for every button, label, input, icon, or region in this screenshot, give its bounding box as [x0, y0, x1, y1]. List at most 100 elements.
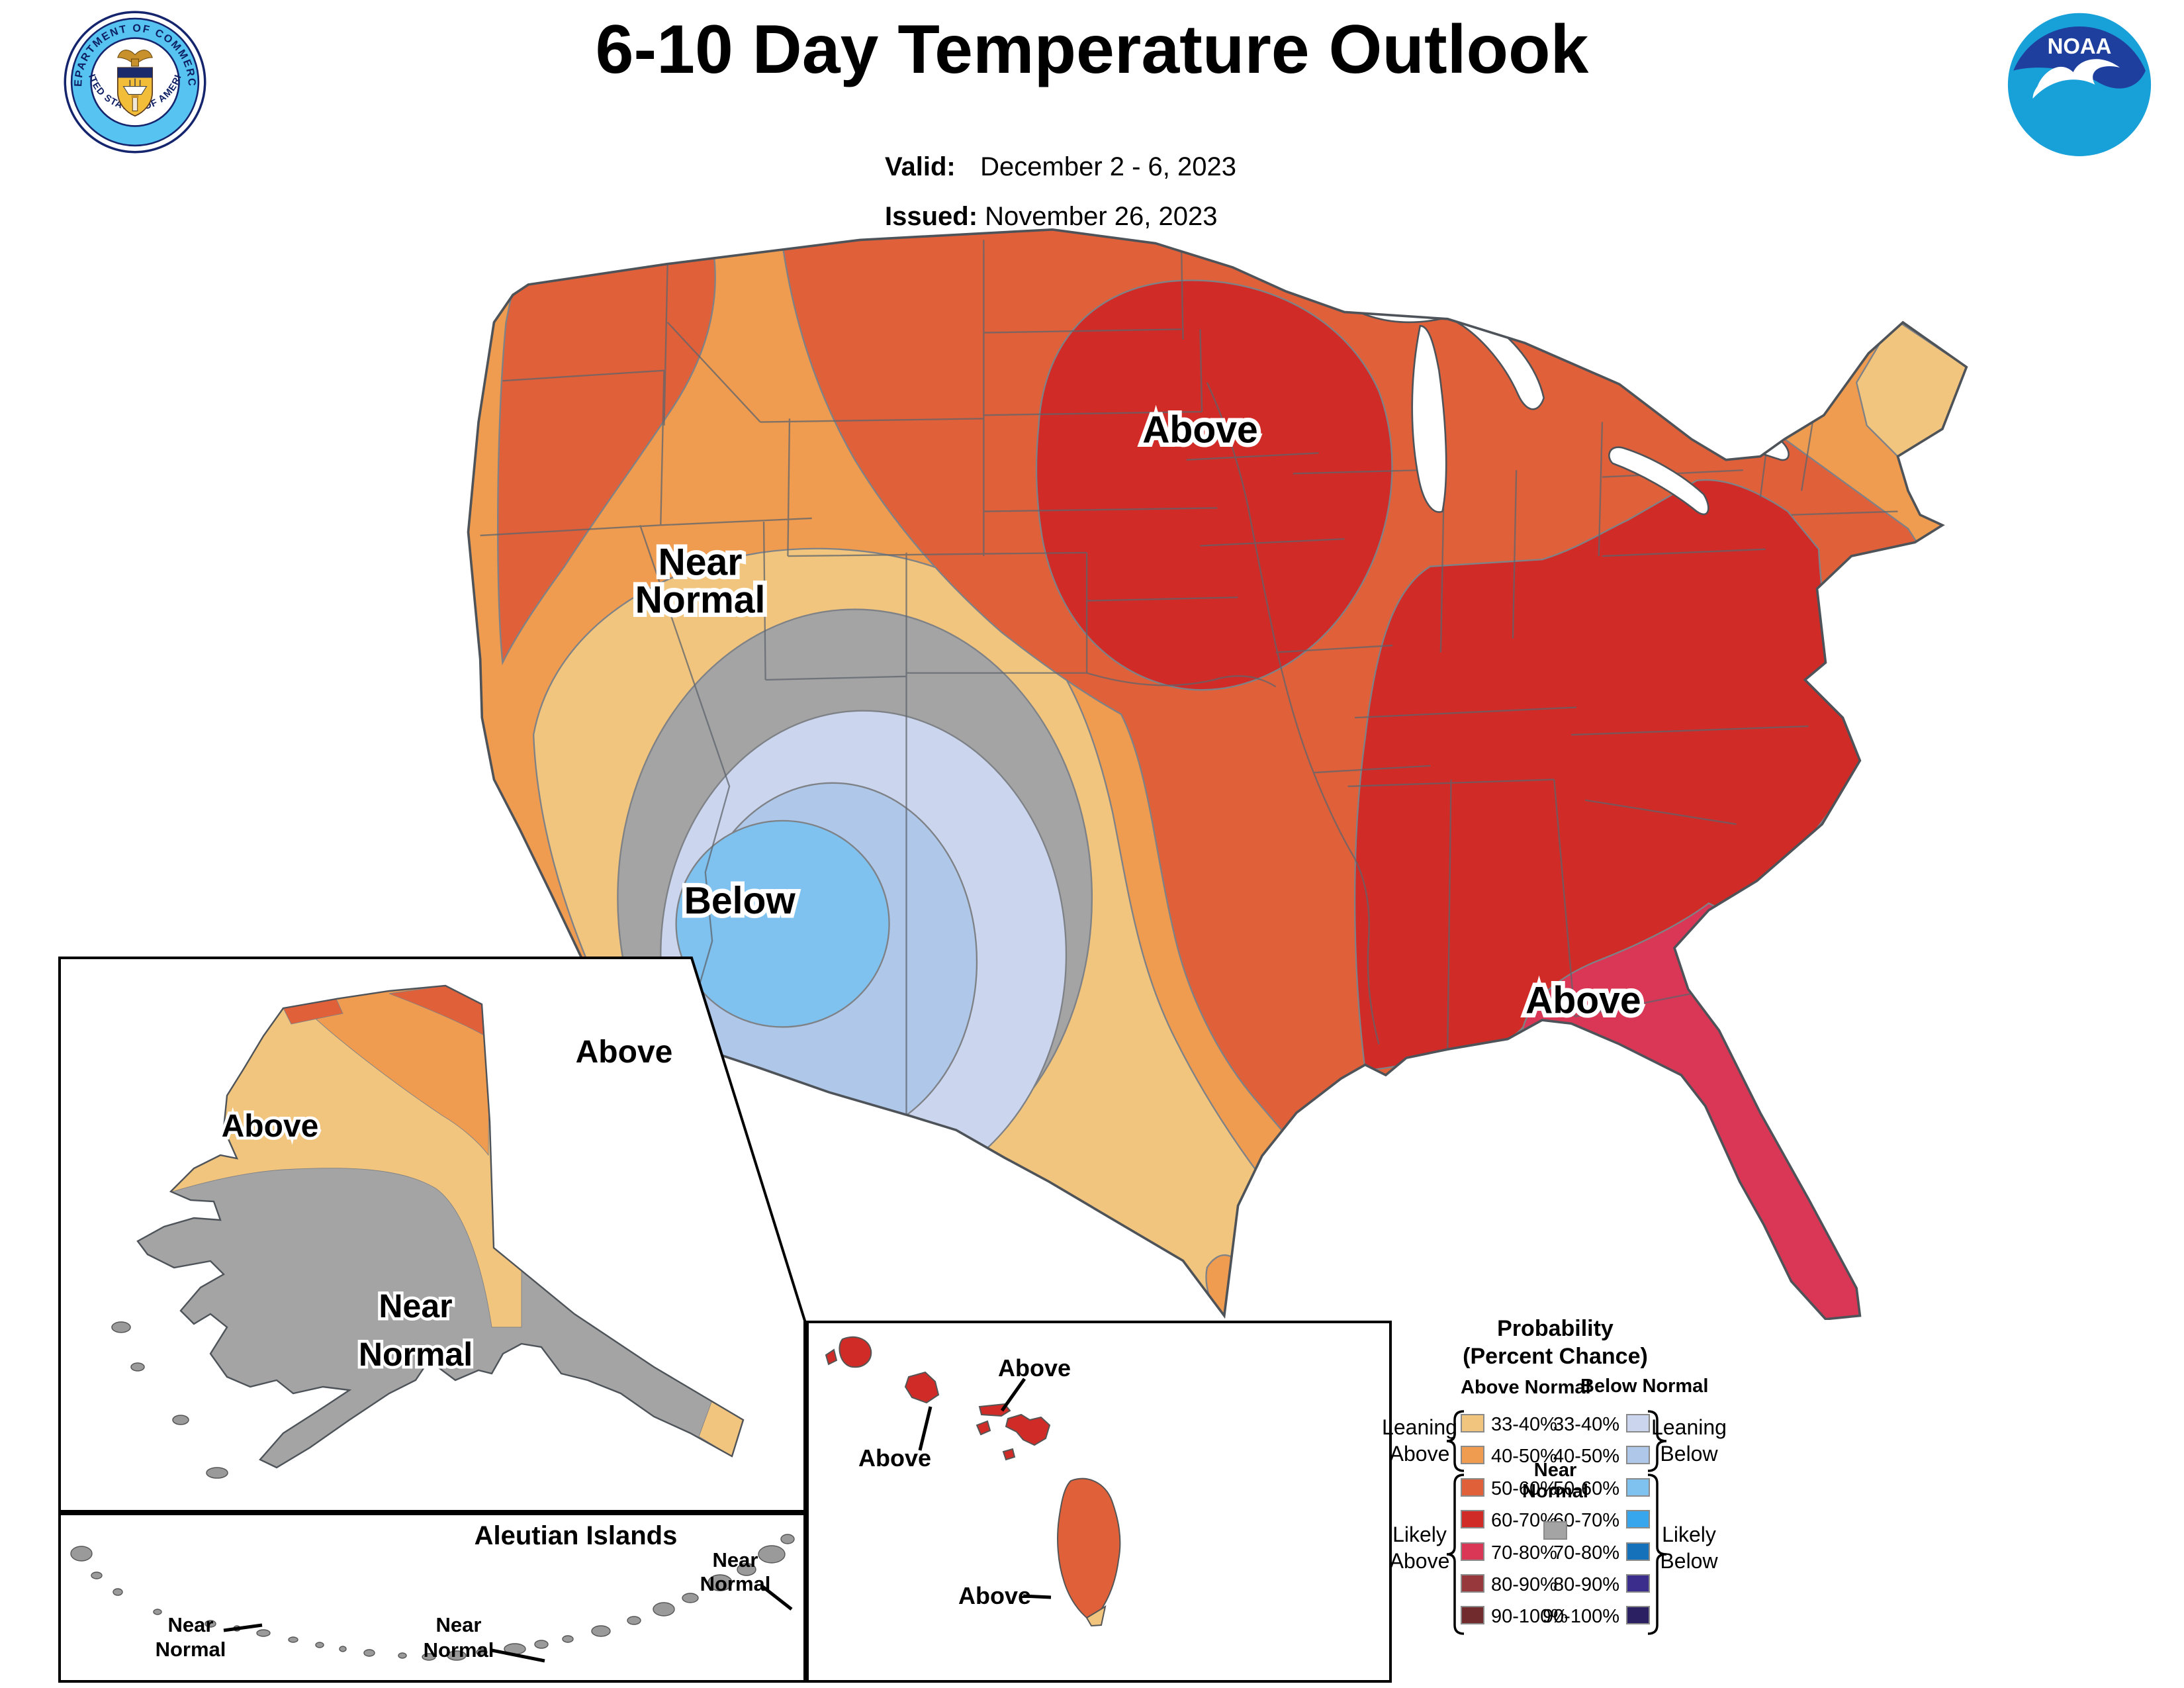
lake-michigan	[1411, 324, 1447, 513]
below-range-40-50: 40-50%	[1553, 1446, 1619, 1467]
legend-title-line1: Probability	[1497, 1316, 1614, 1341]
alaska-label-near: Near	[379, 1288, 452, 1325]
leaning-below-line2: Below	[1660, 1442, 1718, 1466]
aleutian-label2-near: Near	[436, 1613, 482, 1636]
likely-above-line2: Above	[1389, 1549, 1450, 1573]
alaska-outline	[136, 984, 745, 1469]
brace-likely-below	[1647, 1474, 1667, 1635]
aleutian-label1-near: Near	[168, 1613, 214, 1636]
alaska-inset: Above Above Near Normal	[58, 957, 806, 1513]
aleutian-title: Aleutian Islands	[475, 1521, 678, 1550]
aleutian-inset: Aleutian Islands Near Normal Near Normal…	[58, 1513, 806, 1683]
valid-label: Valid:	[885, 152, 956, 181]
issued-label: Issued:	[885, 202, 978, 231]
below-swatch-33-40	[1626, 1414, 1650, 1432]
doc-seal: DEPARTMENT OF COMMERCE UNITED STATES OF …	[63, 10, 206, 154]
legend-above-header: Above Normal	[1461, 1377, 1591, 1398]
below-swatch-90-100	[1626, 1606, 1650, 1624]
aleutian-leader-3	[760, 1584, 793, 1611]
aleutian-islands-chain	[70, 1534, 795, 1661]
hawaii-maui	[1005, 1413, 1051, 1446]
legend-leaning-below: Leaning Below	[1636, 1414, 1742, 1467]
above-swatch-33-40	[1461, 1414, 1484, 1432]
seagull-icon	[2032, 59, 2120, 99]
hawaii-kahoolawe	[1002, 1448, 1016, 1461]
below-range-70-80: 70-80%	[1553, 1542, 1619, 1564]
aleutian-leader-2	[491, 1648, 545, 1663]
below-range-33-40: 33-40%	[1553, 1414, 1619, 1435]
brace-leaning-above	[1446, 1410, 1465, 1472]
legend-near-normal-line1: Near	[1533, 1460, 1577, 1481]
leaning-above-line1: Leaning	[1382, 1415, 1457, 1439]
alaska-small-islands	[111, 1321, 228, 1479]
above-range-80-90: 80-90%	[1491, 1574, 1557, 1595]
legend-braces	[1446, 1410, 1667, 1635]
issued-value: November 26, 2023	[985, 202, 1218, 231]
above-range-33-40: 33-40%	[1491, 1414, 1557, 1435]
near-normal-swatch	[1543, 1521, 1567, 1540]
above-swatch-50-60	[1461, 1478, 1484, 1497]
above-swatch-60-70	[1461, 1510, 1484, 1528]
aleutian-panel-border	[58, 1513, 806, 1683]
legend-likely-above: Likely Above	[1367, 1521, 1473, 1574]
alaska-label-normal: Normal	[359, 1336, 473, 1373]
above-range-70-80: 70-80%	[1491, 1542, 1557, 1564]
above-range-40-50: 40-50%	[1491, 1446, 1557, 1467]
hawaii-big-island-gold-tip	[1085, 1605, 1107, 1627]
aleutian-label1-normal: Normal	[156, 1638, 226, 1661]
conus-label-near-1: Near	[658, 541, 742, 584]
aleutian-label2-normal: Normal	[424, 1638, 494, 1662]
below-range-90-100: 90-100%	[1542, 1606, 1619, 1627]
below-range-50-60: 50-60%	[1553, 1478, 1619, 1499]
likely-below-line1: Likely	[1662, 1523, 1716, 1546]
hawaii-inset: Above Above Above	[806, 1321, 1392, 1683]
conus-outline	[467, 228, 1968, 1320]
hawaii-lanai	[976, 1420, 991, 1436]
hawaii-label-above-oahu: Above	[858, 1444, 931, 1472]
above-range-90-100: 90-100%	[1491, 1606, 1569, 1627]
conus-label-near-2: Normal	[635, 579, 766, 622]
lake-erie	[1608, 446, 1709, 516]
likely-above-line1: Likely	[1392, 1523, 1447, 1546]
conus-map: Above Near Normal Below Above	[467, 228, 1968, 1320]
issued-line: Issued: November 26, 2023	[885, 202, 1218, 232]
noaa-logo-text: NOAA	[2048, 34, 2112, 58]
leaning-above-line2: Above	[1389, 1442, 1450, 1466]
hawaii-leader-maui	[1000, 1378, 1026, 1412]
alaska-above-40-50-region	[316, 986, 490, 1156]
valid-value: December 2 - 6, 2023	[980, 152, 1236, 181]
legend-title-line2: (Percent Chance)	[1463, 1344, 1648, 1369]
brace-leaning-below	[1647, 1410, 1667, 1472]
above-swatch-90-100	[1461, 1606, 1484, 1624]
hawaii-molokai	[978, 1403, 1011, 1417]
legend-near-normal-line2: Normal	[1522, 1481, 1588, 1502]
alaska-label-above-west: Above	[222, 1109, 319, 1144]
hawaii-label-above-big-island: Above	[958, 1582, 1031, 1609]
below-swatch-50-60	[1626, 1478, 1650, 1497]
hawaii-kauai	[839, 1336, 872, 1368]
doc-seal-emblem	[116, 50, 154, 117]
leaning-below-line1: Leaning	[1651, 1415, 1727, 1439]
below-range-80-90: 80-90%	[1553, 1574, 1619, 1595]
brace-likely-above	[1446, 1474, 1465, 1635]
hawaii-niihau	[825, 1348, 838, 1366]
above-swatch-80-90	[1461, 1574, 1484, 1593]
region-below-50-60	[675, 820, 890, 1028]
conus-label-above-southeast: Above	[1525, 980, 1641, 1022]
region-above-50-60-northwest	[497, 242, 716, 666]
conus-label-below: Below	[684, 880, 796, 922]
likely-below-line2: Below	[1660, 1549, 1718, 1573]
alaska-label-above-east: Above	[576, 1035, 673, 1070]
hawaii-leader-oahu	[918, 1406, 933, 1451]
hawaii-label-above-maui: Above	[998, 1354, 1071, 1382]
state-borders	[480, 240, 1898, 1120]
above-swatch-40-50	[1461, 1446, 1484, 1464]
valid-line: Valid: December 2 - 6, 2023	[885, 152, 1236, 182]
region-above-60-70-midwest	[1035, 279, 1393, 691]
above-swatch-70-80	[1461, 1542, 1484, 1561]
legend-likely-below: Likely Below	[1636, 1521, 1742, 1574]
noaa-logo: NOAA	[2007, 13, 2152, 156]
below-swatch-40-50	[1626, 1446, 1650, 1464]
legend-below-header: Below Normal	[1580, 1376, 1709, 1397]
